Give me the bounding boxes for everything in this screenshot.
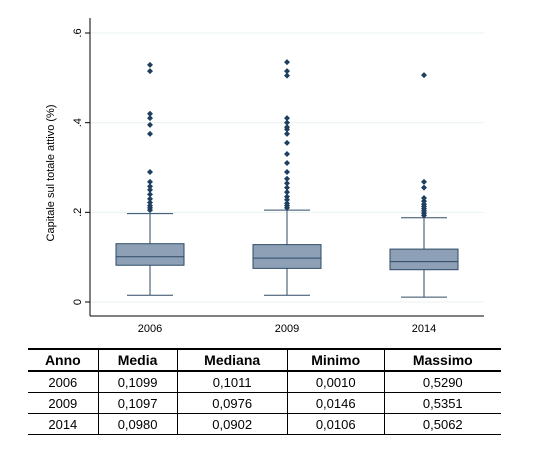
cell-mediana: 0,0902 bbox=[176, 413, 288, 435]
cell-minimo: 0,0106 bbox=[286, 413, 385, 435]
outlier-point bbox=[421, 201, 427, 208]
iqr-box bbox=[252, 244, 322, 269]
cell-mediana: 0,1011 bbox=[176, 370, 288, 393]
iqr-box bbox=[115, 243, 185, 266]
outlier-point bbox=[421, 184, 427, 191]
outlier-point bbox=[147, 115, 153, 122]
outlier-point bbox=[284, 160, 290, 167]
outlier-point bbox=[147, 121, 153, 128]
outlier-point bbox=[284, 168, 290, 175]
cell-media: 0,1099 bbox=[97, 370, 178, 393]
outlier-point bbox=[147, 186, 153, 193]
outlier-point bbox=[147, 195, 153, 202]
header-mediana: Mediana bbox=[176, 348, 288, 372]
outlier-point bbox=[284, 200, 290, 207]
header-minimo: Minimo bbox=[286, 348, 385, 372]
x-tick-label: 2009 bbox=[275, 323, 299, 335]
outlier-point bbox=[147, 202, 153, 209]
outlier-point bbox=[421, 194, 427, 201]
statistics-table: Anno Media Mediana Minimo Massimo 2006 0… bbox=[28, 348, 501, 435]
cell-minimo: 0,0146 bbox=[286, 392, 385, 414]
cell-anno: 2006 bbox=[28, 370, 99, 393]
outlier-point bbox=[147, 61, 153, 68]
outlier-point bbox=[147, 68, 153, 75]
table-header-row: Anno Media Mediana Minimo Massimo bbox=[28, 348, 501, 372]
outlier-point bbox=[284, 175, 290, 182]
header-media: Media bbox=[97, 348, 178, 372]
table-row: 2006 0,1099 0,1011 0,0010 0,5290 bbox=[28, 370, 501, 393]
cell-massimo: 0,5062 bbox=[383, 413, 501, 435]
outlier-point bbox=[421, 178, 427, 185]
cell-massimo: 0,5290 bbox=[383, 370, 501, 393]
outlier-point bbox=[284, 180, 290, 187]
outlier-point bbox=[284, 68, 290, 75]
box-2009 bbox=[252, 59, 322, 296]
outlier-point bbox=[147, 130, 153, 137]
y-tick-label: 0 bbox=[72, 299, 84, 305]
box-plot-chart: 0 .2 .4 .6 2006 2009 2014 Capitale sul totale … bbox=[45, 18, 484, 335]
y-tick-label: .6 bbox=[72, 28, 84, 37]
outlier-point bbox=[284, 115, 290, 122]
cell-massimo: 0,5351 bbox=[383, 392, 501, 414]
y-axis-title: Capitale sul totale attivo (%) bbox=[45, 105, 57, 242]
x-tick-label: 2006 bbox=[138, 323, 162, 335]
outlier-point bbox=[284, 196, 290, 203]
outlier-point bbox=[421, 198, 427, 205]
outlier-point bbox=[284, 124, 290, 131]
outlier-point bbox=[284, 193, 290, 200]
outlier-point bbox=[147, 110, 153, 117]
outlier-point bbox=[284, 151, 290, 158]
box-2006 bbox=[115, 61, 185, 296]
outlier-point bbox=[147, 191, 153, 198]
x-tick-label: 2014 bbox=[412, 323, 436, 335]
outlier-point bbox=[147, 168, 153, 175]
outlier-point bbox=[284, 189, 290, 196]
cell-anno: 2009 bbox=[28, 392, 99, 414]
outlier-point bbox=[147, 199, 153, 206]
outlier-point bbox=[284, 184, 290, 191]
iqr-box bbox=[389, 248, 459, 271]
outlier-point bbox=[284, 72, 290, 79]
table-row: 2009 0,1097 0,0976 0,0146 0,5351 bbox=[28, 392, 501, 414]
table-row: 2014 0,0980 0,0902 0,0106 0,5062 bbox=[28, 413, 501, 435]
outlier-point bbox=[284, 59, 290, 66]
outlier-point bbox=[421, 72, 427, 79]
outlier-point bbox=[147, 183, 153, 190]
cell-minimo: 0,0010 bbox=[286, 370, 385, 393]
box-2014 bbox=[389, 72, 459, 298]
y-tick-label: .2 bbox=[72, 208, 84, 217]
cell-media: 0,0980 bbox=[97, 413, 178, 435]
outlier-point bbox=[284, 130, 290, 137]
outlier-point bbox=[284, 119, 290, 126]
cell-anno: 2014 bbox=[28, 413, 99, 435]
outlier-point bbox=[147, 178, 153, 185]
outlier-point bbox=[284, 139, 290, 146]
cell-media: 0,1097 bbox=[97, 392, 178, 414]
header-massimo: Massimo bbox=[383, 348, 501, 372]
cell-mediana: 0,0976 bbox=[176, 392, 288, 414]
y-tick-label: .4 bbox=[72, 118, 84, 127]
header-anno: Anno bbox=[28, 348, 99, 372]
